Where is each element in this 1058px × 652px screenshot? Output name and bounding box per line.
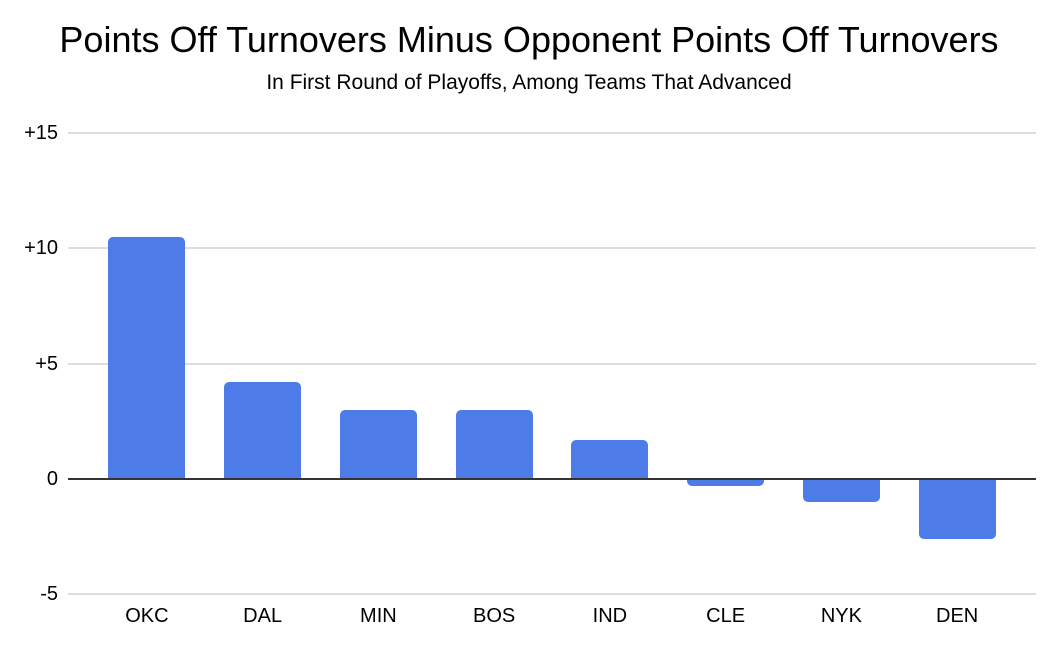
bar-cle xyxy=(687,478,765,486)
y-axis-tick-label: 0 xyxy=(46,467,58,490)
bar-okc xyxy=(108,236,186,479)
y-axis-tick-label: -5 xyxy=(40,583,58,605)
bar-dal xyxy=(224,381,302,479)
bar-nyk xyxy=(802,478,880,502)
gridline xyxy=(68,362,1036,365)
bar-ind xyxy=(571,439,649,479)
gridline xyxy=(68,132,1036,134)
bar-min xyxy=(339,409,417,479)
x-axis-label-nyk: NYK xyxy=(820,605,862,627)
x-axis-label-den: DEN xyxy=(936,605,979,627)
x-axis-label-okc: OKC xyxy=(125,605,169,627)
y-axis-tick-label: +10 xyxy=(24,237,58,260)
x-axis-label-bos: BOS xyxy=(473,605,516,627)
chart-subtitle: In First Round of Playoffs, Among Teams … xyxy=(266,71,792,94)
x-axis-label-ind: IND xyxy=(592,605,628,627)
gridline xyxy=(68,593,1036,595)
gridline xyxy=(68,247,1036,250)
zero-axis-line xyxy=(68,477,1036,480)
bar-bos xyxy=(455,409,533,479)
plot-area xyxy=(68,132,1036,595)
y-axis-tick-label: +5 xyxy=(35,352,58,375)
bar-den xyxy=(918,478,996,539)
x-axis-label-min: MIN xyxy=(360,605,397,627)
chart-title: Points Off Turnovers Minus Opponent Poin… xyxy=(59,19,999,60)
y-axis-tick-label: +15 xyxy=(24,122,58,144)
x-axis-label-dal: DAL xyxy=(243,605,283,627)
x-axis-label-cle: CLE xyxy=(706,605,746,627)
